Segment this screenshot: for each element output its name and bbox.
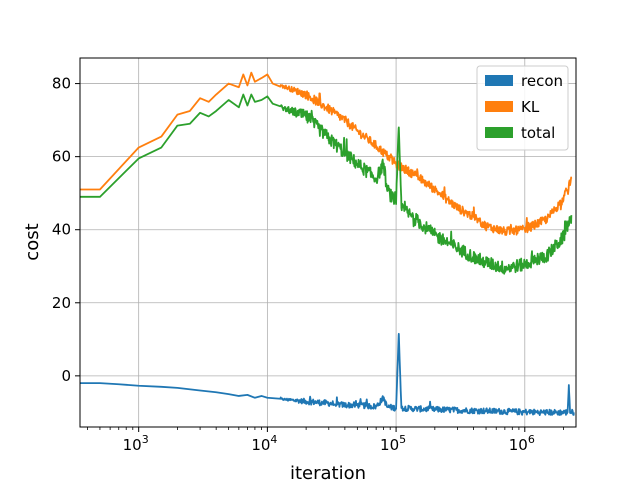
x-axis-label: iteration	[290, 463, 366, 480]
y-tick-label: 0	[61, 367, 71, 385]
series-line-KL	[80, 71, 573, 236]
legend-label-total: total	[521, 124, 555, 142]
y-axis-label: cost	[22, 223, 43, 260]
series-line-recon	[80, 332, 575, 417]
y-tick-label: 40	[52, 221, 71, 239]
legend: recon KL total	[476, 65, 569, 151]
axes-frame	[79, 57, 577, 428]
y-tick-label: 80	[52, 75, 71, 93]
plot-series	[80, 71, 575, 417]
legend-label-KL: KL	[521, 98, 540, 116]
legend-swatch-KL	[485, 101, 513, 112]
legend-swatch-recon	[485, 75, 513, 86]
y-tick-label: 20	[52, 294, 71, 312]
legend-swatch-total	[485, 127, 513, 138]
y-tick-label: 60	[52, 148, 71, 166]
series-line-total	[80, 93, 573, 275]
legend-label-recon: recon	[521, 72, 563, 90]
